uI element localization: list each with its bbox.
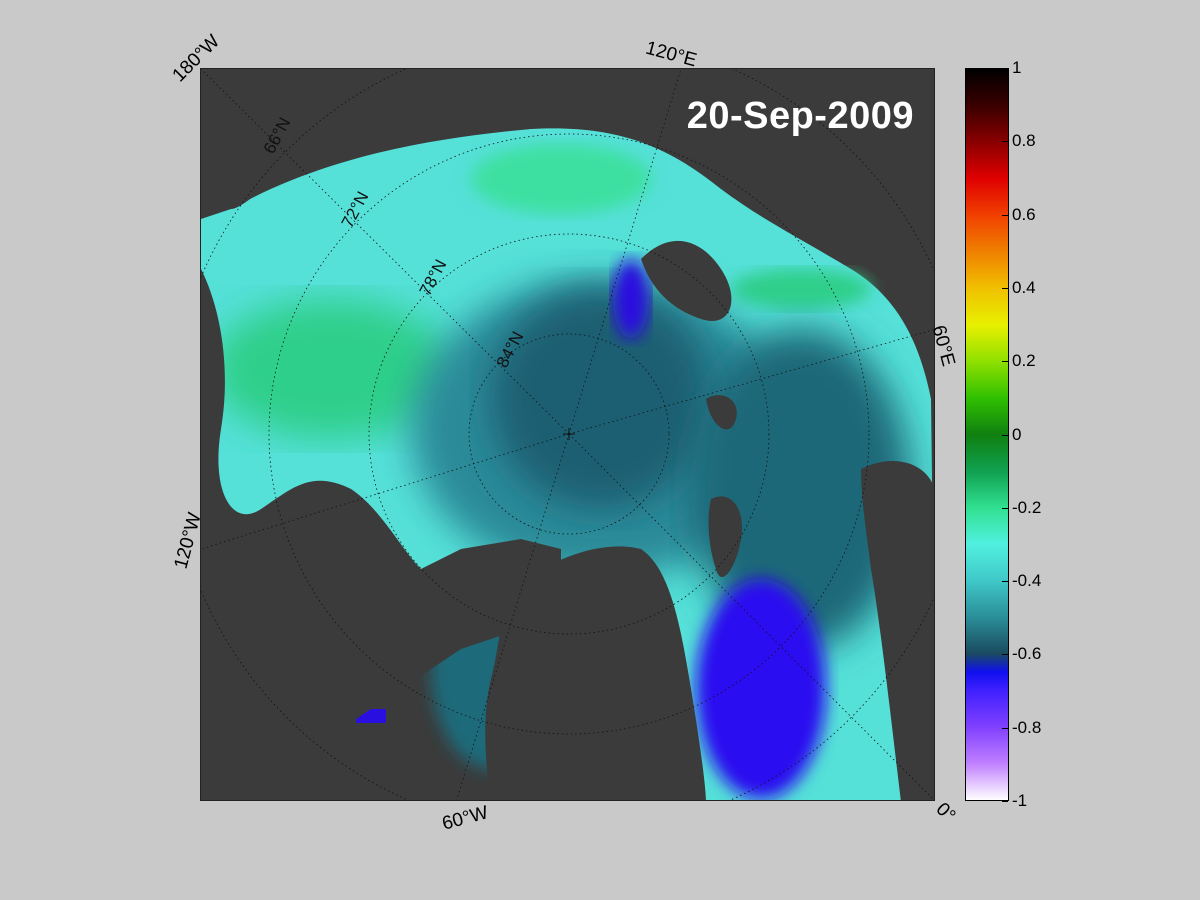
land-alaska <box>201 69 411 219</box>
land-siberia <box>411 69 934 318</box>
graticule <box>201 69 934 800</box>
colorbar-tick-label: -0.6 <box>1001 644 1042 664</box>
meridian-d <box>568 433 934 800</box>
colorbar-tick-label: 0.2 <box>1002 351 1036 371</box>
meridian-a <box>201 69 570 435</box>
lon-label-0: 0° <box>931 798 960 827</box>
colorbar-tick-label: 0.8 <box>1002 131 1036 151</box>
meridian-f <box>201 433 570 550</box>
colorbar-tick-label: -0.8 <box>1001 717 1042 737</box>
land-svalbard <box>706 395 737 430</box>
colorbar-tick-label: -1 <box>1001 791 1028 810</box>
positive-anomaly-north <box>471 144 651 214</box>
lat-circle-84 <box>468 333 670 535</box>
strong-negative-kara <box>613 259 649 339</box>
lat-circle-78 <box>368 233 770 635</box>
land-masses <box>201 69 934 800</box>
colorbar-tick-label: 1 <box>1001 58 1022 77</box>
date-label: 20-Sep-2009 <box>686 95 914 137</box>
colorbar-tick-label: 0 <box>1001 424 1022 444</box>
map-canvas: 66°N 72°N 78°N 84°N <box>201 69 934 800</box>
land-novaya-zemlya <box>708 496 742 578</box>
lat-circle-72 <box>268 133 870 735</box>
meridian-b <box>568 69 682 435</box>
meridian-c <box>568 329 934 435</box>
lon-label-60w: 60°W <box>439 802 491 835</box>
land-scandinavia <box>861 460 934 800</box>
colorbar-tick-label: 0.6 <box>1002 204 1036 224</box>
meridian-e <box>456 433 570 800</box>
colorbar-tick-label: -0.4 <box>1001 571 1042 591</box>
colorbar-tick-label: -0.2 <box>1001 497 1042 517</box>
north-pole-marker <box>563 428 575 440</box>
colorbar-tick-label: 0.4 <box>1002 277 1036 297</box>
land-taymyr <box>641 240 732 321</box>
positive-anomaly-region <box>211 299 451 439</box>
positive-anomaly-east <box>731 269 871 309</box>
polar-map: 66°N 72°N 78°N 84°N 20-Sep-2009 <box>200 68 935 801</box>
negative-anomaly-core <box>491 289 711 509</box>
negative-anomaly-east <box>691 329 911 649</box>
strong-negative-barents <box>696 579 826 799</box>
land-canada <box>201 269 561 800</box>
land-greenland <box>485 546 706 800</box>
